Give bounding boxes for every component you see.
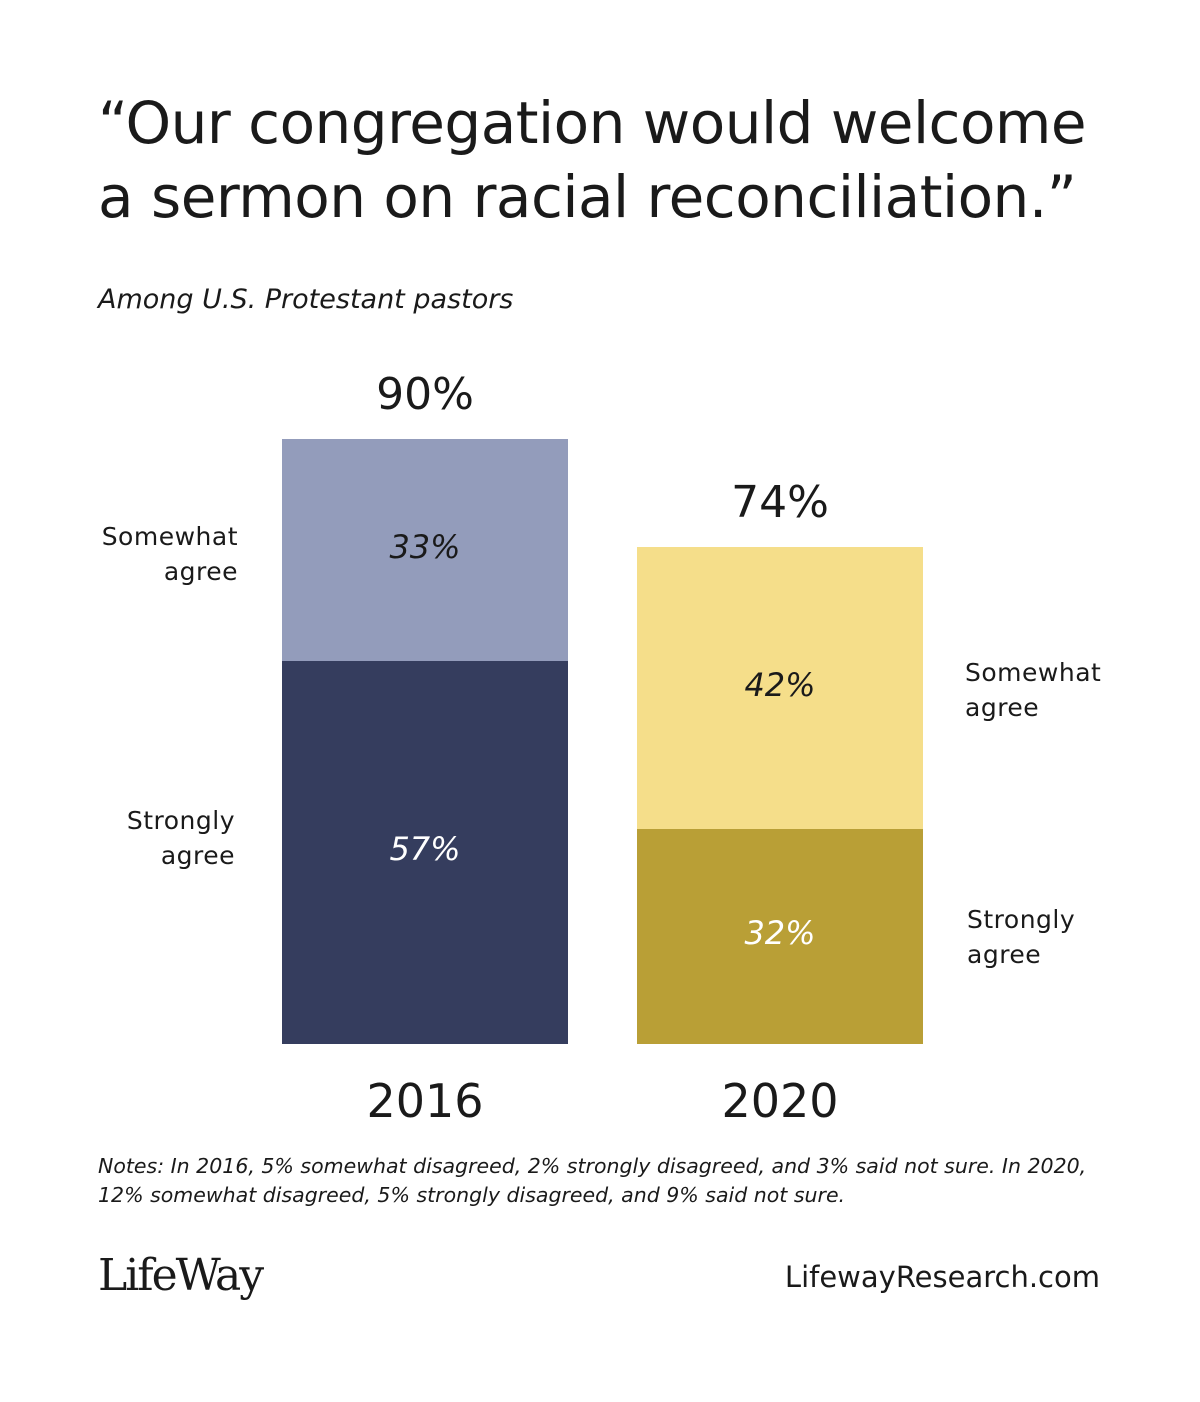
bar-strongly-agree-2020 (637, 828, 923, 1044)
side-label-strongly-2020: Strongly agree (967, 904, 1076, 969)
bar-somewhat-agree-2020 (637, 546, 923, 829)
total-label-2016: 90% (376, 369, 474, 421)
bar-somewhat-agree-2016 (282, 439, 568, 661)
notes: Notes: In 2016, 5% somewhat disagreed, 2… (98, 1154, 1087, 1207)
chart-subtitle: Among U.S. Protestant pastors (98, 284, 514, 315)
side-label-somewhat-2016: Somewhat agree (101, 522, 238, 587)
side-label-strongly-2016: Strongly agree (126, 805, 235, 870)
label-strongly-2020: 32% (744, 914, 816, 953)
side-label-somewhat-2020: Somewhat agree (965, 657, 1102, 722)
x-tick-2020: 2020 (721, 1074, 839, 1128)
x-tick-2016: 2016 (366, 1074, 484, 1128)
website-url: LifewayResearch.com (784, 1260, 1100, 1294)
total-label-2020: 74% (731, 476, 829, 528)
label-strongly-2016: 57% (389, 830, 461, 869)
bar-strongly-agree-2016 (282, 660, 568, 1044)
label-somewhat-2020: 42% (744, 665, 816, 704)
lifeway-logo: LifeWay (98, 1250, 264, 1301)
chart-title: “Our congregation would welcome a sermon… (98, 89, 1087, 231)
label-somewhat-2016: 33% (389, 528, 461, 567)
